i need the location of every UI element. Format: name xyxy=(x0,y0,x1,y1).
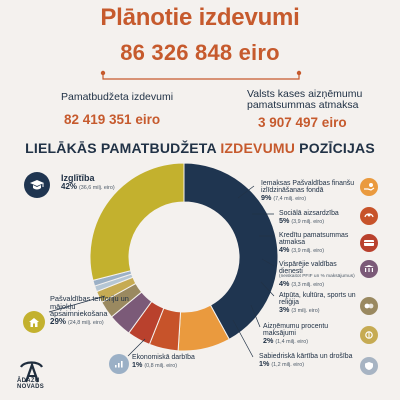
section-title: LIELĀKĀS PAMATBUDŽETA IZDEVUMU POZĪCIJAS xyxy=(0,141,400,155)
government-percentage: 4% xyxy=(279,278,290,288)
safety-leader xyxy=(232,319,254,358)
fund-label: Iemaksas Pašvaldības finanšu izlīdzināša… xyxy=(261,180,357,203)
credit-label: Kredītu pamatsummas atmaksa 4% (3,9 milj… xyxy=(279,232,357,255)
interest-amount: (1,4 milj. eiro) xyxy=(275,339,308,346)
basic-budget-label: Pamatbudžeta izdevumi xyxy=(61,91,174,103)
safety-label: Sabiedriskā kārtība un drošība 1% (1,2 m… xyxy=(259,353,359,369)
fund-name: Iemaksas Pašvaldības finanšu izlīdzināša… xyxy=(261,180,355,195)
economy-amount: (0,8 milj. eiro) xyxy=(144,363,177,370)
fund-leader xyxy=(237,185,255,199)
house-icon xyxy=(23,311,45,333)
education-name: Izglītība xyxy=(61,173,95,183)
territory-amount: (24,8 milj. eiro) xyxy=(67,319,104,326)
donut-center xyxy=(130,203,238,311)
credit-amount: (3,9 milj. eiro) xyxy=(291,248,324,255)
economy-percentage: 1% xyxy=(132,360,143,370)
culture-symbol xyxy=(364,303,374,309)
interest-payment-icon xyxy=(360,326,378,344)
education-label: Izglītība 42% (36,6 milj. eiro) xyxy=(61,173,131,192)
public-order-icon xyxy=(360,357,378,375)
hand-money-symbol xyxy=(364,183,375,191)
social-protection-icon xyxy=(360,207,378,225)
social-name: Sociālā aizsardzība xyxy=(279,210,339,217)
interest-name: Aizņēmumu procentu maksājumi xyxy=(263,323,329,338)
government-amount: (3,3 milj. eiro) xyxy=(291,281,324,288)
territory-leader xyxy=(48,295,106,313)
economy-icon xyxy=(109,354,129,374)
safety-amount: (1,2 milj. eiro) xyxy=(271,362,304,369)
social-label: Sociālā aizsardzība 5% (3,9 milj. eiro) xyxy=(279,210,357,226)
section-title-after: POZĪCIJAS xyxy=(295,140,375,156)
graduation-cap-icon xyxy=(24,172,50,198)
credit-icon xyxy=(360,234,378,252)
culture-name: Atpūta, kultūra, sports un reliģija xyxy=(279,292,356,307)
culture-percentage: 3% xyxy=(279,305,290,315)
economy-label: Ekonomiskā darbība 1% (0,8 milj. eiro) xyxy=(132,354,212,370)
interest-leader xyxy=(250,304,261,328)
economy-leader xyxy=(127,338,146,357)
house-symbol xyxy=(29,317,39,327)
economy-symbol xyxy=(115,361,123,368)
education-slice xyxy=(183,162,279,341)
interest-percentage: 2% xyxy=(263,336,274,346)
hand-money-icon xyxy=(360,178,378,196)
government-name: Vispārējie valdības dienesti xyxy=(279,261,337,276)
government-icon xyxy=(360,260,378,278)
social-percentage: 5% xyxy=(279,216,290,226)
section-title-before: LIELĀKĀS PAMATBUDŽETA xyxy=(25,140,221,156)
adazi-logo-icon xyxy=(20,361,43,383)
interest-label: Aizņēmumu procentu maksājumi 2% (1,4 mil… xyxy=(263,323,359,346)
government-symbol xyxy=(364,265,374,272)
credit-percentage: 4% xyxy=(279,245,290,255)
education-percentage: 42% xyxy=(61,182,78,192)
fund-amount: (7,4 milj. eiro) xyxy=(273,196,306,203)
territory-slice xyxy=(89,162,185,281)
page-title: Plānotie izdevumi xyxy=(100,4,300,31)
credit-symbol xyxy=(364,240,374,246)
economy-name: Ekonomiskā darbība xyxy=(132,354,195,361)
logo-line-1: ĀDAŽU xyxy=(17,378,40,384)
fund-percentage: 9% xyxy=(261,193,272,203)
logo-text: ĀDAŽU NOVADS xyxy=(17,378,45,390)
territory-name: Pašvaldības teritoriju un mājokļu apsaim… xyxy=(50,294,129,319)
logo-line-2: NOVADS xyxy=(17,383,45,390)
safety-percentage: 1% xyxy=(259,359,270,369)
education-amount: (36,6 milj. eiro) xyxy=(78,185,115,192)
social-protection-symbol xyxy=(364,213,374,218)
interest-payment-symbol xyxy=(365,331,373,339)
territory-percentage: 29% xyxy=(50,316,67,326)
section-title-accent: IZDEVUMU xyxy=(220,140,296,156)
territory-label: Pašvaldības teritoriju un mājokļu apsaim… xyxy=(50,295,134,326)
loan-repayment-label: Valsts kases aizņēmumu pamatsummas atmak… xyxy=(247,88,363,112)
basic-budget-value: 82 419 351 eiro xyxy=(64,112,161,127)
public-order-symbol xyxy=(365,362,373,370)
loan-repayment-value: 3 907 497 eiro xyxy=(258,115,347,130)
government-leader xyxy=(261,258,275,267)
government-note: (neiskaitot PFIF un % maksājumus) xyxy=(279,274,355,280)
government-label: Vispārējie valdības dienesti (neiskaitot… xyxy=(279,261,357,288)
graduation-cap-symbol xyxy=(30,180,44,190)
culture-amount: (3 milj. eiro) xyxy=(291,308,320,315)
safety-name: Sabiedriskā kārtība un drošība xyxy=(259,353,353,360)
culture-label: Atpūta, kultūra, sports un reliģija 3% (… xyxy=(279,292,357,315)
total-expenses: 86 326 848 eiro xyxy=(120,40,280,65)
culture-icon xyxy=(360,297,378,315)
social-amount: (3,9 milj. eiro) xyxy=(291,219,324,226)
culture-leader xyxy=(260,281,275,297)
credit-name: Kredītu pamatsummas atmaksa xyxy=(279,232,349,247)
